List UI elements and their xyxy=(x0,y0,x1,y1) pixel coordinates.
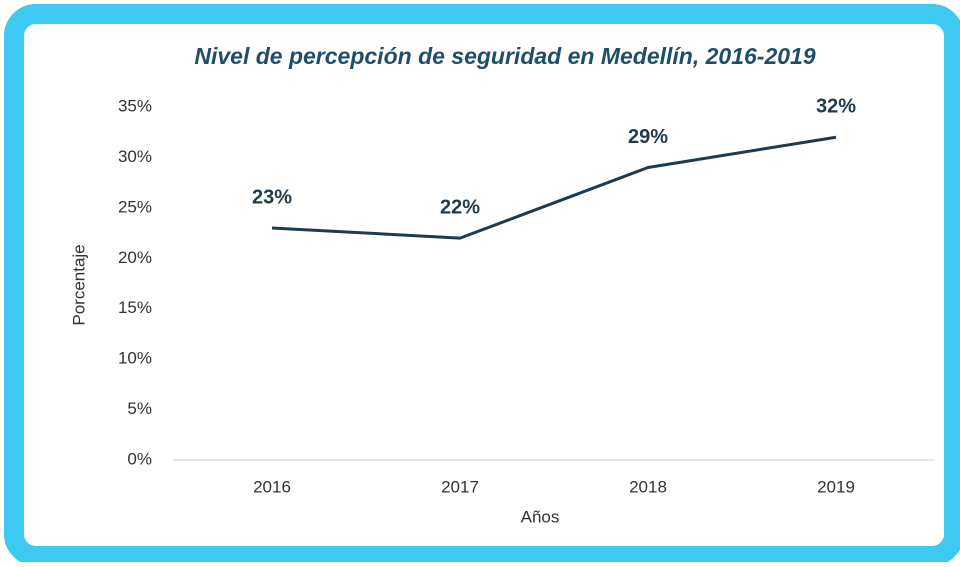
y-tick-label: 10% xyxy=(118,349,152,368)
x-tick-label: 2019 xyxy=(817,477,855,496)
data-label: 23% xyxy=(252,186,292,208)
data-label: 29% xyxy=(628,126,668,148)
y-axis-label: Porcentaje xyxy=(69,244,88,325)
data-label: 32% xyxy=(816,96,856,118)
y-tick-label: 25% xyxy=(118,197,152,216)
y-tick-label: 30% xyxy=(118,147,152,166)
x-tick-label: 2018 xyxy=(629,477,667,496)
x-axis-label: Años xyxy=(521,507,560,526)
y-tick-label: 5% xyxy=(127,399,152,418)
x-tick-label: 2017 xyxy=(441,477,479,496)
chart-title: Nivel de percepción de seguridad en Mede… xyxy=(194,43,815,69)
y-tick-label: 35% xyxy=(118,96,152,115)
y-tick-label: 15% xyxy=(118,298,152,317)
x-tick-label: 2016 xyxy=(253,477,291,496)
data-label: 22% xyxy=(440,196,480,218)
y-tick-label: 0% xyxy=(127,449,152,468)
frame xyxy=(4,4,960,566)
data-line xyxy=(271,135,837,240)
y-tick-label: 20% xyxy=(118,248,152,267)
